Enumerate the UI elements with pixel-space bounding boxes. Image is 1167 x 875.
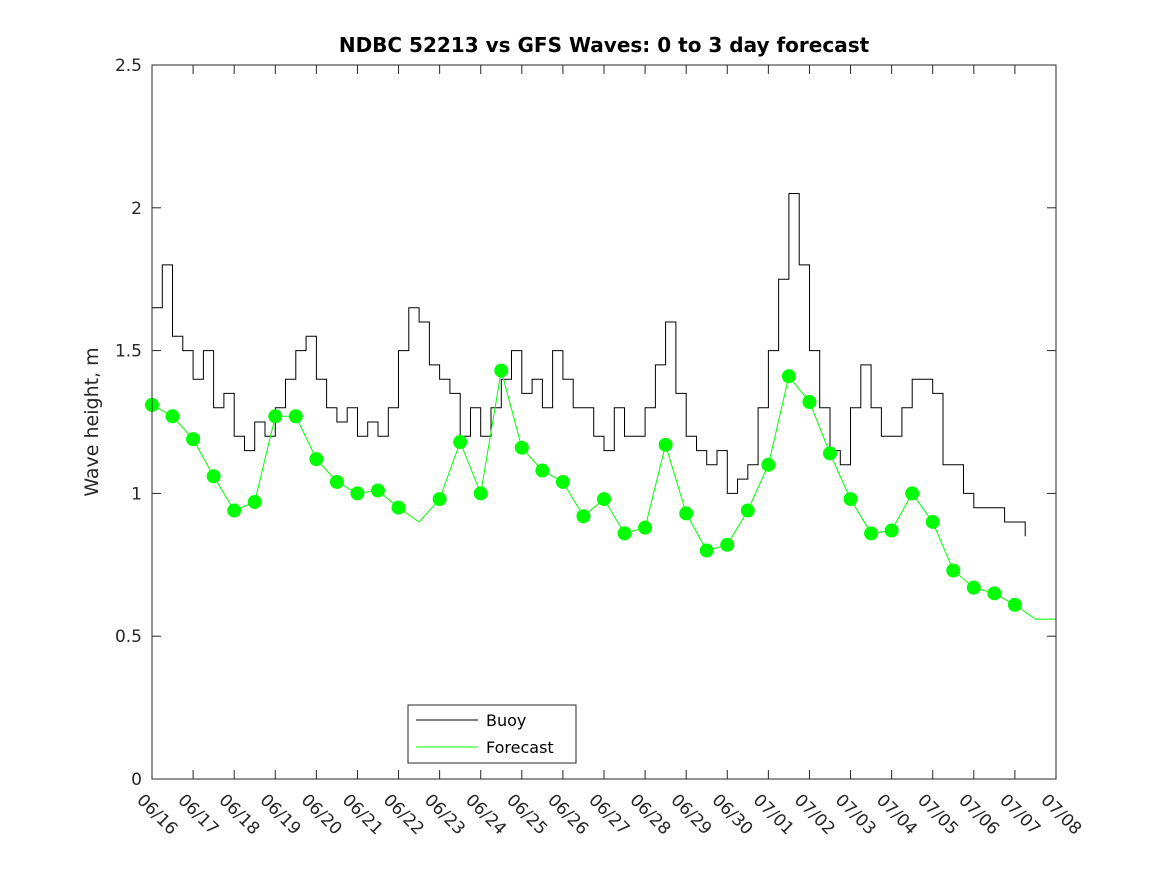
forecast-marker xyxy=(473,486,488,501)
forecast-marker xyxy=(905,486,920,501)
forecast-marker xyxy=(309,452,324,467)
forecast-marker xyxy=(1007,597,1022,612)
y-axis-label: Wave height, m xyxy=(81,347,103,496)
forecast-marker xyxy=(740,503,755,518)
forecast-marker xyxy=(781,369,796,384)
legend: Buoy Forecast xyxy=(407,704,577,764)
forecast-marker xyxy=(617,526,632,541)
y-tick-label: 1 xyxy=(131,484,142,504)
y-axis: 0 0.5 1 1.5 2 2.5 xyxy=(115,56,1056,790)
forecast-marker xyxy=(535,463,550,478)
plot-area xyxy=(152,65,1056,779)
forecast-marker xyxy=(432,492,447,507)
legend-box xyxy=(407,704,577,764)
chart-title: NDBC 52213 vs GFS Waves: 0 to 3 day fore… xyxy=(339,33,870,57)
forecast-marker xyxy=(966,580,981,595)
forecast-marker xyxy=(802,395,817,410)
series-line-buoy xyxy=(152,193,1026,537)
forecast-marker xyxy=(864,526,879,541)
forecast-marker xyxy=(206,469,221,484)
forecast-marker xyxy=(843,492,858,507)
forecast-marker xyxy=(884,523,899,538)
forecast-marker xyxy=(597,492,611,507)
forecast-marker xyxy=(371,483,385,498)
legend-buoy-label: Buoy xyxy=(486,711,526,730)
forecast-marker xyxy=(514,440,529,455)
forecast-marker xyxy=(165,409,180,424)
forecast-marker xyxy=(453,434,468,449)
forecast-marker xyxy=(186,432,201,447)
forecast-marker xyxy=(946,563,961,578)
forecast-marker xyxy=(658,437,673,452)
forecast-marker xyxy=(638,520,653,535)
forecast-marker xyxy=(555,474,570,489)
forecast-marker xyxy=(268,409,283,424)
forecast-marker xyxy=(720,537,735,552)
forecast-marker xyxy=(761,457,776,472)
y-tick-label: 0 xyxy=(131,770,142,790)
forecast-marker xyxy=(227,503,242,518)
forecast-marker xyxy=(494,363,509,378)
y-tick-label: 1.5 xyxy=(115,342,142,362)
forecast-marker xyxy=(247,494,262,509)
forecast-marker xyxy=(329,474,344,489)
forecast-marker xyxy=(288,409,303,424)
forecast-marker xyxy=(391,500,406,515)
forecast-marker xyxy=(925,514,940,529)
legend-forecast-label: Forecast xyxy=(486,738,554,757)
forecast-marker xyxy=(576,509,591,524)
forecast-marker xyxy=(987,586,1002,601)
forecast-marker xyxy=(350,486,365,501)
y-tick-label: 0.5 xyxy=(115,627,142,647)
y-tick-label: 2.5 xyxy=(115,56,142,76)
y-tick-label: 2 xyxy=(131,199,142,219)
forecast-marker xyxy=(699,543,714,558)
forecast-marker xyxy=(823,446,837,461)
forecast-marker xyxy=(679,506,694,521)
